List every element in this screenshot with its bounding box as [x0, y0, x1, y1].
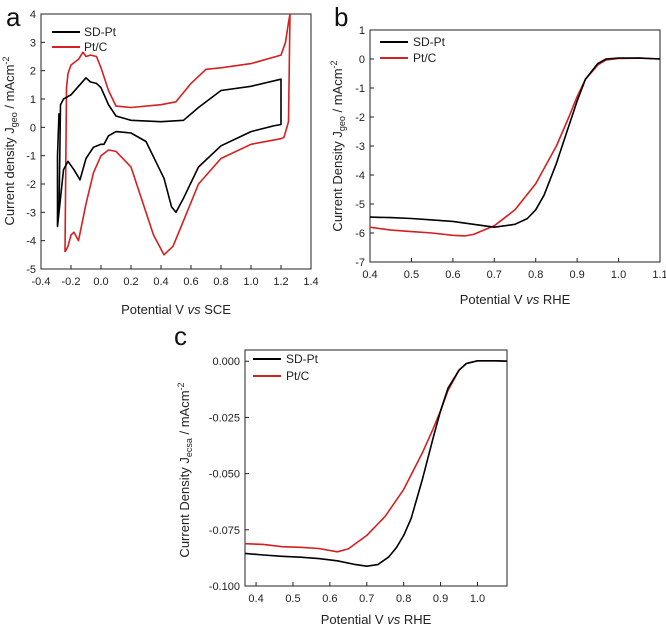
panel-a: a Potential V vs SCE Current density Jge… — [1, 2, 319, 317]
y-tick-label-a-8: 3 — [30, 37, 36, 49]
x-tick-label-c-2: 0.6 — [322, 593, 337, 605]
axis-ticks-b: 0.4 0.5 0.6 0.7 0.8 0.9 1.0 1.1 -7 -6 -5 -4 -3 -2 -1 0 1 — [355, 25, 666, 281]
legend-label-b-sd-pt: SD-Pt — [413, 35, 446, 49]
y-tick-label-a-7: 2 — [30, 66, 36, 78]
y-axis-label-a: Current density Jgeo / mAcm-2 — [1, 57, 19, 226]
series-line-a-sd-pt — [56, 77, 282, 228]
y-axis-label-b: Current Density Jgeo / mAcm-2 — [329, 60, 347, 231]
y-tick-label-a-3: -2 — [26, 179, 36, 191]
y-tick-label-b-3: -4 — [355, 170, 365, 182]
x-tick-label-c-0: 0.4 — [248, 593, 263, 605]
x-tick-label-b-1: 0.5 — [404, 269, 419, 281]
series-line-a-pt-c — [64, 13, 291, 256]
y-tick-label-a-1: -4 — [26, 236, 36, 248]
legend-c: SD-Pt Pt/C — [253, 352, 319, 383]
x-tick-label-a-0: -0.4 — [32, 276, 51, 288]
y-tick-label-b-2: -5 — [355, 199, 365, 211]
panel-c: c Potential V vs RHE Current Density Jec… — [174, 321, 508, 627]
legend-label-c-sd-pt: SD-Pt — [286, 352, 319, 366]
series-line-c-pt-c — [244, 359, 508, 553]
plot-frame-a — [40, 13, 312, 270]
y-tick-label-a-5: 0 — [30, 122, 36, 134]
x-tick-label-a-7: 1.0 — [243, 276, 258, 288]
x-tick-label-a-6: 0.8 — [213, 276, 228, 288]
legend-b: SD-Pt Pt/C — [380, 35, 446, 65]
x-tick-label-a-8: 1.2 — [273, 276, 288, 288]
y-tick-label-a-9: 4 — [30, 9, 36, 21]
y-tick-label-b-1: -6 — [355, 228, 365, 240]
x-tick-label-b-3: 0.7 — [487, 269, 502, 281]
x-tick-label-b-4: 0.8 — [528, 269, 543, 281]
x-axis-label-b: Potential V vs RHE — [460, 292, 571, 307]
panel-label-c: c — [174, 321, 187, 351]
x-tick-label-a-1: -0.2 — [62, 276, 81, 288]
x-tick-label-c-4: 0.8 — [396, 593, 411, 605]
legend-label-a-sd-pt: SD-Pt — [84, 25, 117, 39]
series-line-c-sd-pt — [244, 359, 508, 568]
x-tick-label-b-5: 0.9 — [569, 269, 584, 281]
panel-label-a: a — [6, 2, 21, 32]
legend-a: SD-Pt Pt/C — [52, 25, 117, 54]
x-tick-label-c-3: 0.7 — [359, 593, 374, 605]
x-axis-label-c: Potential V vs RHE — [321, 612, 432, 627]
series-line-b-pt-c — [369, 57, 661, 237]
y-tick-label-b-5: -2 — [355, 112, 365, 124]
y-tick-label-c-4: 0.000 — [212, 356, 240, 368]
y-tick-label-b-7: 0 — [359, 54, 365, 66]
y-tick-label-c-1: -0.075 — [209, 525, 240, 537]
legend-label-c-ptc: Pt/C — [286, 369, 310, 383]
x-tick-label-c-6: 1.0 — [470, 593, 485, 605]
legend-label-b-ptc: Pt/C — [413, 51, 437, 65]
y-tick-label-a-0: -5 — [26, 264, 36, 276]
y-tick-label-c-2: -0.050 — [209, 469, 240, 481]
y-tick-label-b-0: -7 — [355, 257, 365, 269]
x-tick-label-a-9: 1.4 — [303, 276, 318, 288]
y-tick-label-b-6: -1 — [355, 83, 365, 95]
x-tick-label-a-5: 0.6 — [183, 276, 198, 288]
y-tick-label-a-6: 1 — [30, 94, 36, 106]
y-tick-label-c-3: -0.025 — [209, 412, 240, 424]
y-tick-label-a-2: -3 — [26, 207, 36, 219]
plot-frame-c — [244, 349, 508, 587]
legend-label-a-ptc: Pt/C — [84, 40, 108, 54]
x-tick-label-b-6: 1.0 — [611, 269, 626, 281]
x-tick-label-a-2: 0.0 — [93, 276, 108, 288]
y-tick-label-b-4: -3 — [355, 141, 365, 153]
x-tick-label-b-0: 0.4 — [362, 269, 377, 281]
series-line-b-sd-pt — [369, 57, 661, 228]
axis-ticks-a: -0.4 -0.2 0.0 0.2 0.4 0.6 0.8 1.0 1.2 1.4 -5 -4 -3 -2… — [26, 9, 318, 288]
x-tick-label-c-1: 0.5 — [285, 593, 300, 605]
x-tick-label-b-2: 0.6 — [445, 269, 460, 281]
y-tick-label-a-4: -1 — [26, 151, 36, 163]
y-tick-label-c-0: -0.100 — [209, 581, 240, 593]
y-tick-label-b-8: 1 — [359, 25, 365, 37]
x-tick-label-b-7: 1.1 — [652, 269, 666, 281]
x-tick-label-a-4: 0.4 — [153, 276, 168, 288]
x-axis-label-a: Potential V vs SCE — [121, 302, 231, 317]
y-axis-label-c: Current Density Jecsa / mAcm-2 — [176, 382, 194, 557]
x-tick-label-c-5: 0.9 — [433, 593, 448, 605]
axis-ticks-c: 0.4 0.5 0.6 0.7 0.8 0.9 1.0 -0.100 -0.075 -0.050 -… — [209, 356, 485, 605]
x-tick-label-a-3: 0.2 — [123, 276, 138, 288]
panel-b: b Potential V vs RHE Current Density Jge… — [329, 2, 666, 307]
panel-label-b: b — [334, 2, 348, 32]
